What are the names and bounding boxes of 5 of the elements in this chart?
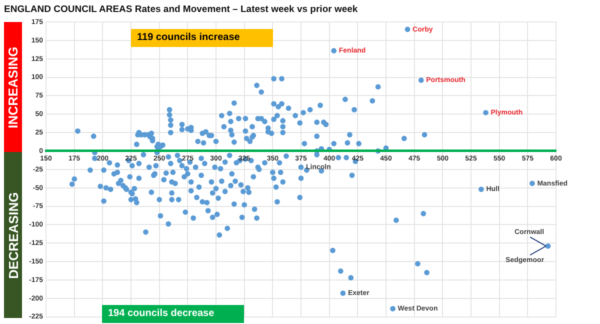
chart-title: ENGLAND COUNCIL AREAS Rates and Movement – Latest week vs prior week <box>4 4 358 15</box>
note-box: 194 councils decrease <box>102 305 244 323</box>
note-box: 119 councils increase <box>131 29 273 47</box>
text: INCREASING <box>6 46 20 128</box>
text: DECREASING <box>6 192 20 278</box>
